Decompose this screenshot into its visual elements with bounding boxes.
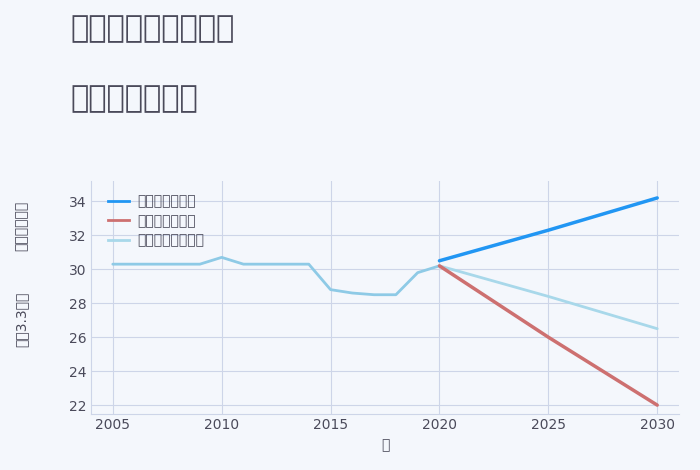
- Text: 単価（万円）: 単価（万円）: [14, 201, 28, 251]
- Text: 坪（3.3㎡）: 坪（3.3㎡）: [14, 292, 28, 347]
- Text: 愛知県碧南市岬町の: 愛知県碧南市岬町の: [70, 14, 234, 43]
- Text: 土地の価格推移: 土地の価格推移: [70, 85, 197, 114]
- Legend: グッドシナリオ, バッドシナリオ, ノーマルシナリオ: グッドシナリオ, バッドシナリオ, ノーマルシナリオ: [104, 190, 209, 251]
- X-axis label: 年: 年: [381, 438, 389, 452]
